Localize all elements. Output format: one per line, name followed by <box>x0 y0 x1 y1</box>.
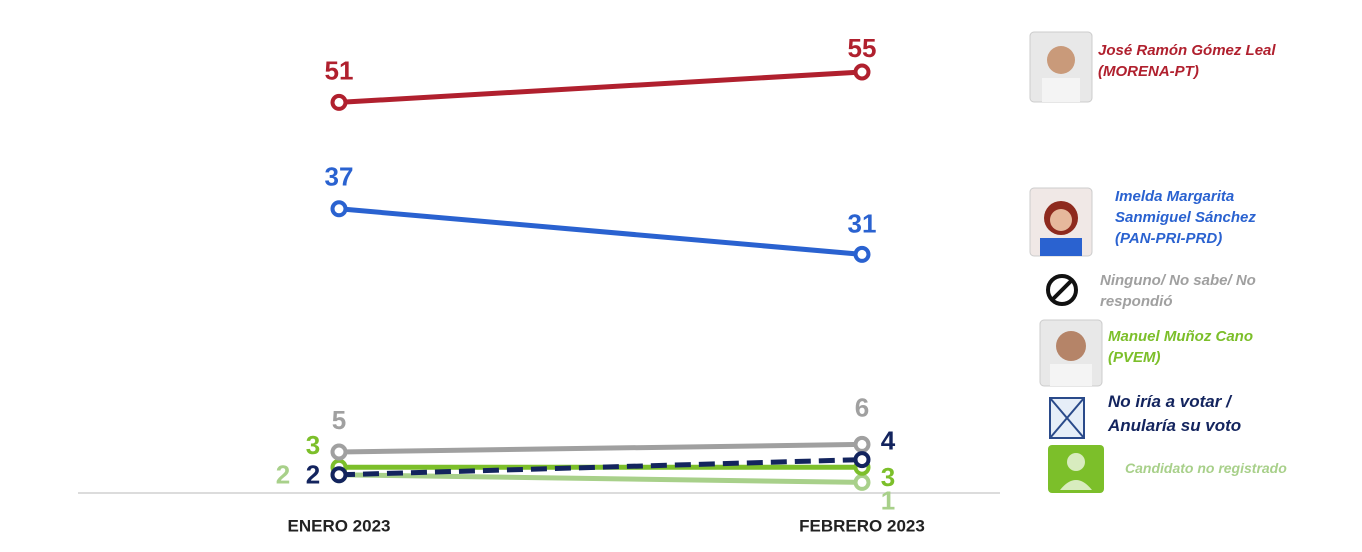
annul-icon <box>1050 398 1084 438</box>
series-line <box>339 475 862 483</box>
value-label: 37 <box>325 162 354 192</box>
photo-1 <box>1030 32 1092 102</box>
legend-entry: Candidato no registrado <box>1125 458 1362 479</box>
person-icon <box>1048 445 1104 493</box>
legend-entry: Manuel Muñoz Cano (PVEM) <box>1108 326 1288 368</box>
value-label: 31 <box>848 208 877 238</box>
x-tick-label: FEBRERO 2023 <box>799 516 925 535</box>
point <box>333 468 346 481</box>
series-line <box>339 72 862 102</box>
value-label: 6 <box>855 392 869 422</box>
point <box>856 453 869 466</box>
legend-entry: Ninguno/ No sabe/ No respondió <box>1100 270 1290 312</box>
photo-2 <box>1030 188 1092 256</box>
point <box>856 66 869 79</box>
point <box>333 446 346 459</box>
point <box>333 96 346 109</box>
value-label: 3 <box>881 462 895 492</box>
point <box>856 476 869 489</box>
value-label: 2 <box>306 460 320 490</box>
photo-3 <box>1040 320 1102 386</box>
ban-icon <box>1048 276 1076 304</box>
page: ENERO 2023FEBRERO 20232133562437315155 J… <box>0 0 1362 552</box>
value-label: 51 <box>325 55 354 85</box>
legend-entry: José Ramón Gómez Leal (MORENA-PT) <box>1098 40 1308 82</box>
value-label: 2 <box>276 460 290 490</box>
series-line <box>339 209 862 255</box>
point <box>333 202 346 215</box>
legend-entry: No iría a votar / Anularía su voto <box>1108 390 1278 438</box>
point <box>856 438 869 451</box>
value-label: 3 <box>306 430 320 460</box>
value-label: 5 <box>332 405 346 435</box>
legend-entry: Imelda Margarita Sanmiguel Sánchez (PAN-… <box>1115 186 1265 249</box>
value-label: 55 <box>848 33 877 63</box>
point <box>856 248 869 261</box>
value-label: 4 <box>881 425 896 455</box>
x-tick-label: ENERO 2023 <box>288 516 391 535</box>
series-line <box>339 444 862 452</box>
